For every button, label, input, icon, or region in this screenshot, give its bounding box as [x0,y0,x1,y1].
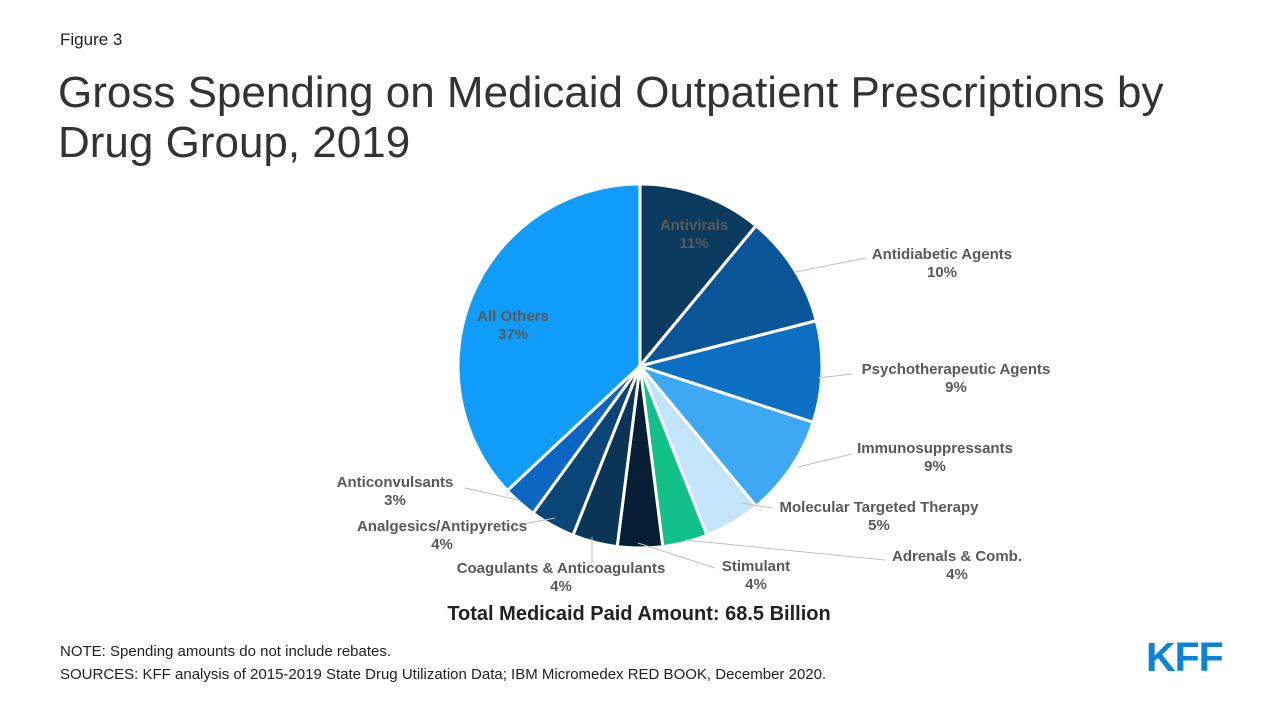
slice-label-all-others: All Others 37% [477,308,549,343]
leader-line-stimulant [637,542,716,569]
leader-line-adrenals-comb [684,539,886,561]
slice-label-psychotherapeutic-agents: Psychotherapeutic Agents 9% [862,361,1051,396]
slice-label-anticonvulsants: Anticonvulsants 3% [337,474,454,509]
slice-label-coagulants-anticoagulants: Coagulants & Anticoagulants 4% [457,560,666,595]
chart-title: Gross Spending on Medicaid Outpatient Pr… [58,68,1164,167]
leader-line-immunosuppressants [797,453,853,468]
note-text: NOTE: Spending amounts do not include re… [60,643,392,660]
sources-text: SOURCES: KFF analysis of 2015-2019 State… [60,666,827,683]
slice-label-antivirals: Antivirals 11% [660,217,728,252]
pie-slice-all-others [456,182,642,493]
leader-line-psychotherapeutic-agents [817,373,853,379]
slice-label-adrenals-comb: Adrenals & Comb. 4% [892,548,1022,583]
leader-line-antidiabetic-agents [794,257,867,273]
pie-slice-psychotherapeutic-agents [638,319,824,424]
slice-label-analgesics-antipyretics: Analgesics/Antipyretics 4% [357,518,527,553]
kff-logo: KFF [1146,634,1224,680]
figure-label: Figure 3 [60,30,123,49]
slice-label-antidiabetic-agents: Antidiabetic Agents 10% [872,246,1012,281]
pie-chart: Antivirals 11% Antidiabetic Agents 10% Psych… [337,182,1051,595]
leader-line-molecular-targeted-therapy [741,502,773,509]
leader-line-anticonvulsants [464,487,519,501]
pie-slice-antivirals [638,182,758,368]
pie-slice-immunosuppressants [638,364,815,508]
slice-label-stimulant: Stimulant 4% [722,558,790,593]
slice-label-molecular-targeted-therapy: Molecular Targeted Therapy 5% [780,499,980,534]
leader-line-analgesics-antipyretics [507,517,556,528]
slice-label-immunosuppressants: Immunosuppressants 9% [857,440,1013,475]
total-amount-label: Total Medicaid Paid Amount: 68.5 Billion [447,603,831,625]
